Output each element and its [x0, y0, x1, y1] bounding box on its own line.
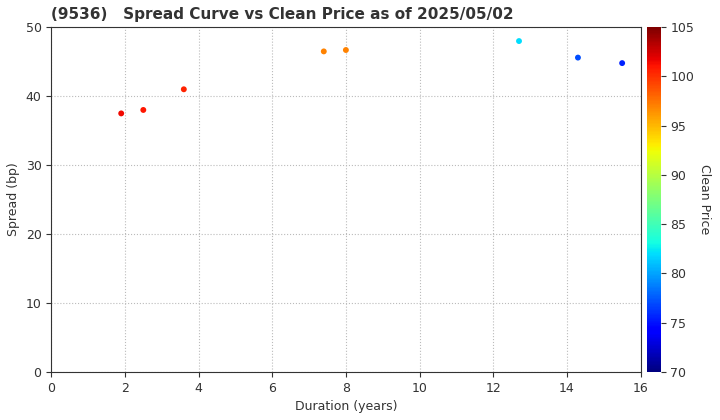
Y-axis label: Clean Price: Clean Price — [698, 164, 711, 235]
Point — [178, 86, 189, 93]
Text: (9536)   Spread Curve vs Clean Price as of 2025/05/02: (9536) Spread Curve vs Clean Price as of… — [51, 7, 514, 22]
Point — [616, 60, 628, 66]
Point — [318, 48, 330, 55]
X-axis label: Duration (years): Duration (years) — [294, 400, 397, 413]
Point — [115, 110, 127, 117]
Y-axis label: Spread (bp): Spread (bp) — [7, 163, 20, 236]
Point — [572, 54, 584, 61]
Point — [138, 107, 149, 113]
Point — [340, 47, 351, 53]
Point — [513, 38, 525, 45]
